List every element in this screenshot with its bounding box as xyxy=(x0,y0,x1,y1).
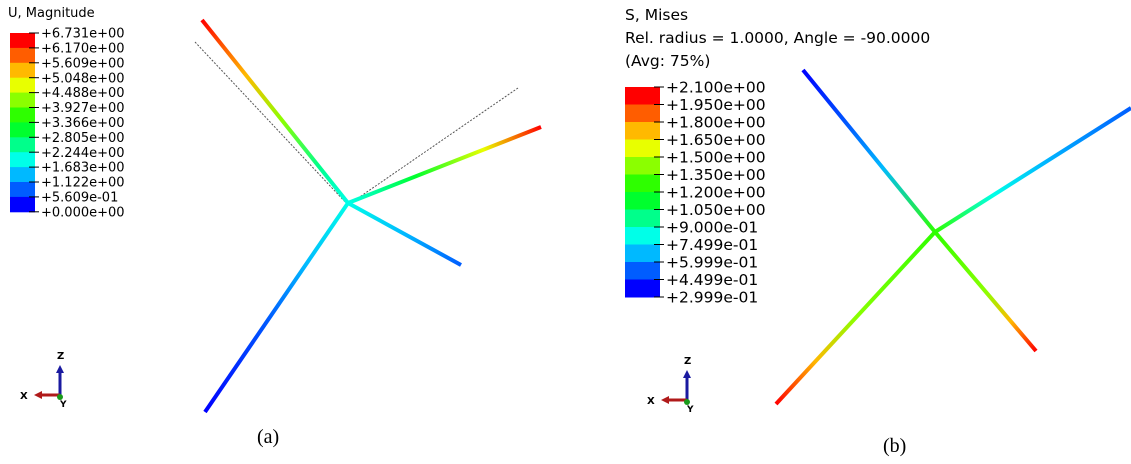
beams-b xyxy=(776,70,1131,404)
legend-label: +1.650e+00 xyxy=(666,131,766,149)
legend-label: +5.999e-01 xyxy=(666,253,758,271)
axis-y-label: Y xyxy=(59,400,67,410)
color-band xyxy=(625,210,660,228)
axis-z-head xyxy=(56,365,64,373)
color-band xyxy=(10,137,35,152)
legend-label: +7.499e-01 xyxy=(666,236,758,254)
caption: (b) xyxy=(883,435,906,457)
color-band xyxy=(625,140,660,158)
legend-label: +1.350e+00 xyxy=(666,166,766,184)
color-band xyxy=(10,78,35,93)
panel: S, Mises Rel. radius = 1.0000, Angle = -9… xyxy=(625,6,930,457)
panel: U, Magnitude +6.731e+00+6.170e+00+5.609e+… xyxy=(8,6,279,448)
undeformed-shape xyxy=(195,42,518,330)
color-band xyxy=(10,33,35,48)
axis-z-label: Z xyxy=(684,356,691,367)
caption: (a) xyxy=(257,426,279,448)
legend-label: +1.500e+00 xyxy=(666,148,766,166)
color-band xyxy=(10,152,35,167)
legend-label: +3.927e+00 xyxy=(41,101,125,116)
axis-z-label: Z xyxy=(57,351,64,362)
color-band xyxy=(10,122,35,137)
legend-label: +2.805e+00 xyxy=(41,131,125,146)
color-band xyxy=(10,182,35,197)
legend-title: Rel. radius = 1.0000, Angle = -90.0000 xyxy=(625,29,930,47)
legend-label: +5.048e+00 xyxy=(41,71,125,86)
axis-y-label: Y xyxy=(686,405,694,415)
legend-label: +0.000e+00 xyxy=(41,205,125,220)
color-band xyxy=(625,280,660,298)
figure: U, Magnitude +6.731e+00+6.170e+00+5.609e+… xyxy=(0,0,1131,464)
color-band xyxy=(10,197,35,212)
color-band xyxy=(625,175,660,193)
legend-title: U, Magnitude xyxy=(8,6,95,21)
color-band xyxy=(625,87,660,105)
legend-label: +6.731e+00 xyxy=(41,27,125,42)
legend-label: +6.170e+00 xyxy=(41,41,125,56)
axis-x-head xyxy=(661,396,669,404)
deformed-beams-a xyxy=(202,20,541,412)
color-band xyxy=(10,63,35,78)
color-band xyxy=(10,167,35,182)
color-band xyxy=(625,262,660,280)
legend-label: +1.050e+00 xyxy=(666,201,766,219)
color-band xyxy=(10,108,35,123)
legend-label: +1.950e+00 xyxy=(666,96,766,114)
legend-title: S, Mises xyxy=(625,6,688,24)
color-band xyxy=(625,122,660,140)
color-band xyxy=(625,105,660,123)
legend-label: +2.999e-01 xyxy=(666,288,758,306)
legend-label: +3.366e+00 xyxy=(41,116,125,131)
legend-label: +1.200e+00 xyxy=(666,183,766,201)
legend-label: +5.609e-01 xyxy=(41,190,118,205)
legend-label: +2.100e+00 xyxy=(666,78,766,96)
legend-label: +1.122e+00 xyxy=(41,176,125,191)
axis-x-label: X xyxy=(20,391,28,402)
color-band xyxy=(625,245,660,263)
axis-z-head xyxy=(683,370,691,378)
legend-label: +2.244e+00 xyxy=(41,146,125,161)
color-band xyxy=(625,157,660,175)
legend-label: +1.800e+00 xyxy=(666,113,766,131)
color-band xyxy=(625,192,660,210)
color-band xyxy=(10,48,35,63)
legend-label: +4.499e-01 xyxy=(666,271,758,289)
axis-x-head xyxy=(34,391,42,399)
legend-label: +1.683e+00 xyxy=(41,161,125,176)
color-band xyxy=(625,227,660,245)
axis-x-label: X xyxy=(647,396,655,407)
legend-title: (Avg: 75%) xyxy=(625,52,710,70)
legend-label: +9.000e-01 xyxy=(666,218,758,236)
legend-label: +4.488e+00 xyxy=(41,86,125,101)
color-band xyxy=(10,93,35,108)
legend-label: +5.609e+00 xyxy=(41,56,125,71)
